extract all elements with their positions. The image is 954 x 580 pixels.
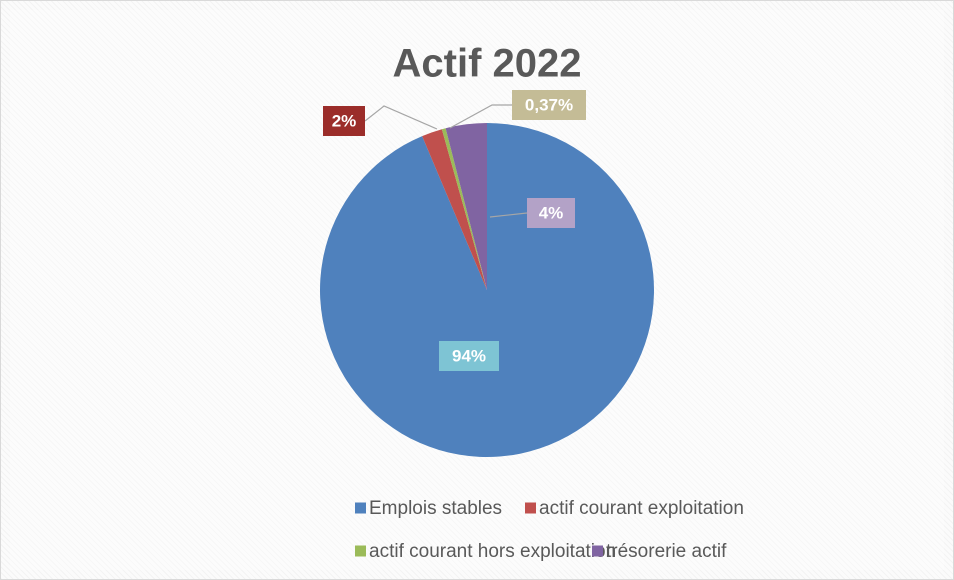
data-label: 2%	[332, 111, 357, 130]
data-label: 0,37%	[525, 95, 573, 114]
data-label-box	[323, 106, 365, 136]
pie-slice	[422, 129, 487, 290]
legend-swatch	[592, 545, 603, 557]
leader-line	[364, 105, 438, 130]
data-label-box	[527, 198, 575, 228]
pie-slice	[445, 123, 487, 290]
legend-label: actif courant exploitation	[539, 498, 744, 519]
data-label-box	[512, 90, 586, 120]
leader-line	[449, 104, 512, 129]
legend-label: trésorerie actif	[606, 541, 727, 562]
legend-label: Emplois stables	[369, 498, 502, 519]
leader-line	[489, 212, 528, 218]
legend-swatch	[355, 545, 366, 557]
legend-swatch	[525, 502, 536, 514]
legend-label: actif courant hors exploitation	[369, 541, 616, 562]
data-label: 94%	[452, 346, 486, 365]
legend-swatch	[355, 502, 366, 514]
chart-title: Actif 2022	[393, 42, 582, 86]
data-label: 4%	[539, 203, 564, 222]
pie-slice	[441, 128, 487, 290]
data-label-box	[439, 341, 499, 371]
pie-slice	[320, 123, 655, 457]
